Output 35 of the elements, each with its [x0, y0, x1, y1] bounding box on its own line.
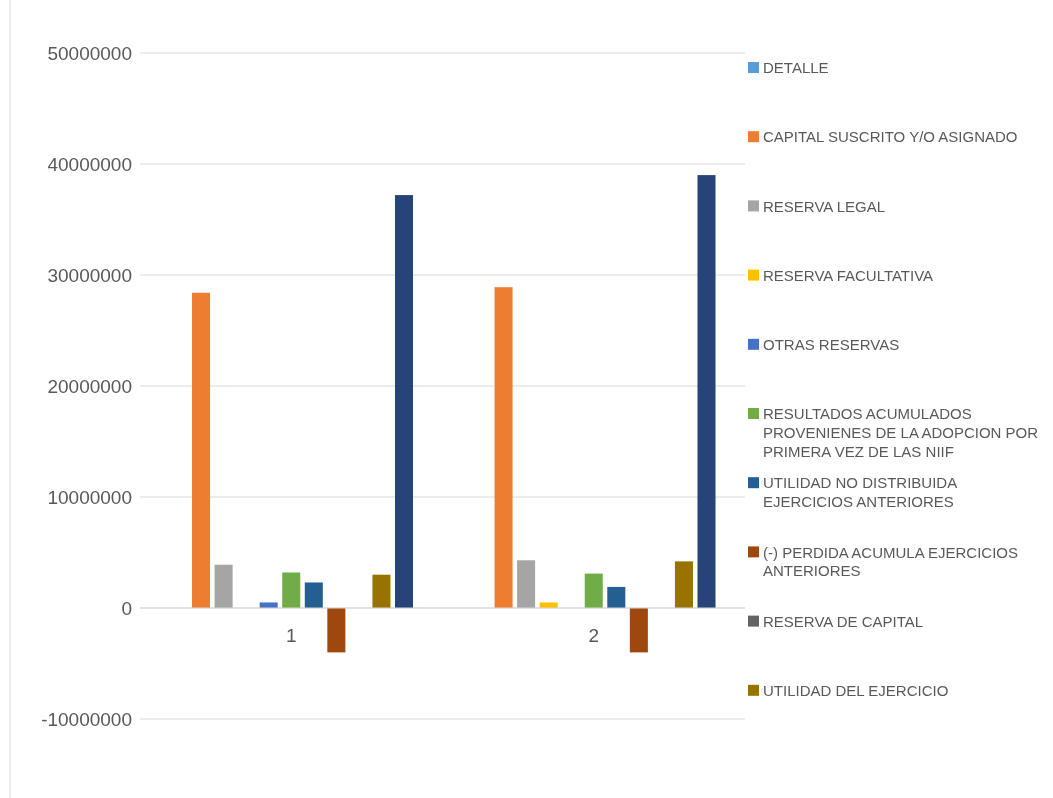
bar	[584, 573, 603, 608]
bar	[192, 292, 211, 608]
y-tick-label: 10000000	[47, 486, 132, 508]
legend-label: RESULTADOS ACUMULADOS PROVENIENES DE LA ADOPCION POR PRIMERA VEZ DE LAS NIIF	[763, 405, 1039, 460]
bar	[304, 582, 323, 608]
y-tick-label: -10000000	[41, 708, 132, 730]
bar	[214, 564, 233, 608]
legend-label: OTRAS RESERVAS	[763, 336, 900, 354]
bar	[697, 175, 716, 608]
y-tick-label: 20000000	[47, 375, 132, 397]
y-tick-label: 40000000	[47, 153, 132, 175]
bar	[539, 602, 558, 608]
bar	[674, 561, 693, 608]
bar	[282, 572, 301, 608]
y-tick-label: 30000000	[47, 264, 132, 286]
legend-label: (-) PERDIDA ACUMULA EJERCICIOS ANTERIORES	[763, 543, 1019, 580]
y-tick-label: 0	[121, 597, 132, 619]
bar	[607, 586, 626, 608]
bar	[629, 608, 648, 653]
x-tick-label: 1	[285, 625, 297, 646]
legend-label: DETALLE	[763, 59, 829, 77]
legend-label: UTILIDAD NO DISTRIBUIDA EJERCICIOS ANTERIORES	[763, 474, 958, 511]
legend-label: RESERVA DE CAPITAL	[763, 612, 924, 630]
bar	[517, 560, 536, 608]
legend-label: RESERVA FACULTATIVA	[763, 266, 934, 284]
bar	[327, 608, 346, 653]
bar	[259, 602, 278, 608]
x-tick-label: 2	[588, 625, 600, 646]
bar	[494, 287, 513, 608]
bar	[372, 574, 391, 608]
bar	[394, 195, 414, 608]
legend-label: UTILIDAD DEL EJERCICIO	[763, 682, 949, 700]
y-tick-label: 50000000	[47, 42, 132, 64]
legend-label: RESERVA LEGAL	[763, 197, 886, 215]
legend-label: CAPITAL SUSCRITO Y/O ASIGNADO	[763, 128, 1018, 146]
